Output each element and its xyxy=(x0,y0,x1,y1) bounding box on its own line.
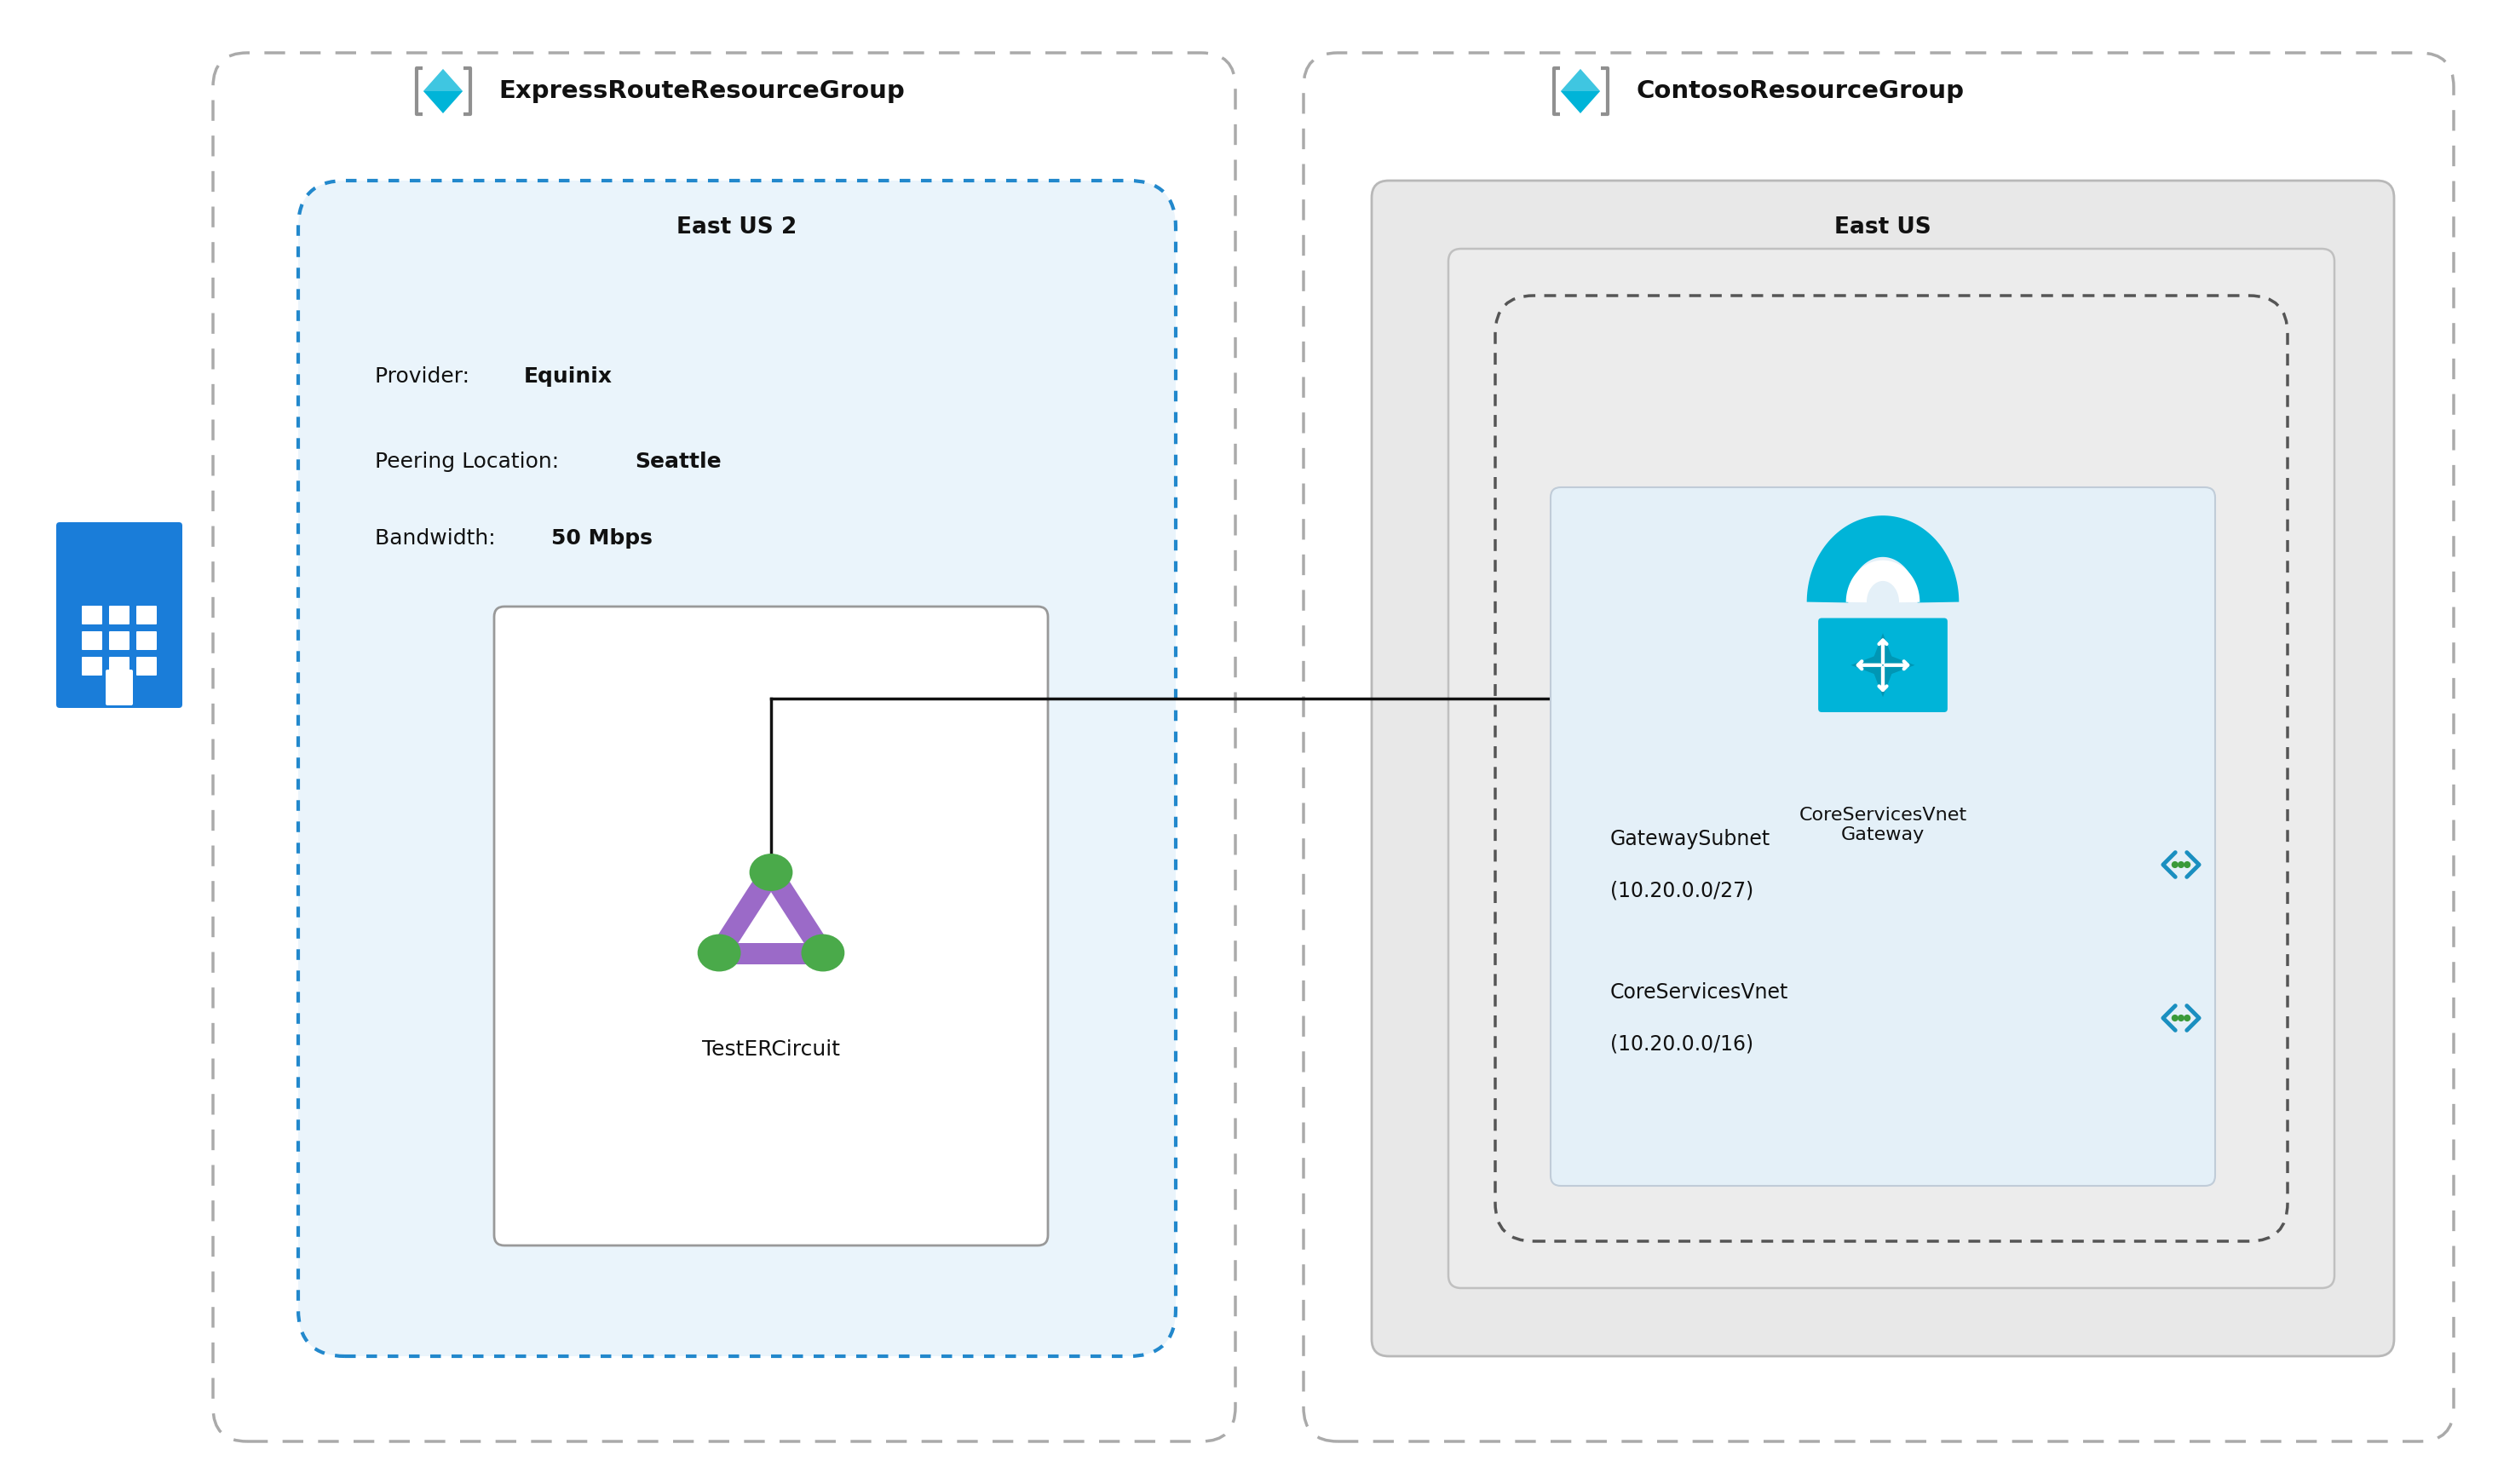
Text: Seattle: Seattle xyxy=(634,451,722,472)
FancyBboxPatch shape xyxy=(1551,487,2216,1186)
FancyBboxPatch shape xyxy=(137,657,157,675)
Text: (10.20.0.0/16): (10.20.0.0/16) xyxy=(1611,1033,1754,1054)
Circle shape xyxy=(2183,1015,2191,1021)
Polygon shape xyxy=(1871,634,1896,665)
Text: Provider:: Provider: xyxy=(375,367,477,387)
Text: 50 Mbps: 50 Mbps xyxy=(552,528,652,549)
Circle shape xyxy=(2178,861,2186,868)
Polygon shape xyxy=(1561,68,1601,113)
FancyBboxPatch shape xyxy=(110,657,130,675)
Circle shape xyxy=(2183,861,2191,868)
Ellipse shape xyxy=(697,933,742,972)
Text: ContosoResourceGroup: ContosoResourceGroup xyxy=(1636,79,1963,102)
Text: ExpressRouteResourceGroup: ExpressRouteResourceGroup xyxy=(500,79,904,102)
Polygon shape xyxy=(422,68,462,113)
Text: GatewaySubnet: GatewaySubnet xyxy=(1611,830,1771,849)
Polygon shape xyxy=(1883,653,1916,677)
Text: (10.20.0.0/27): (10.20.0.0/27) xyxy=(1611,880,1754,901)
Text: Peering Location:: Peering Location: xyxy=(375,451,567,472)
Text: TestERCircuit: TestERCircuit xyxy=(702,1039,839,1060)
Text: East US 2: East US 2 xyxy=(677,217,797,239)
FancyBboxPatch shape xyxy=(82,657,102,675)
FancyBboxPatch shape xyxy=(105,669,132,705)
Polygon shape xyxy=(422,68,462,91)
Text: East US: East US xyxy=(1834,217,1931,239)
Text: CoreServicesVnet
Gateway: CoreServicesVnet Gateway xyxy=(1799,807,1966,843)
FancyBboxPatch shape xyxy=(1449,249,2336,1288)
FancyBboxPatch shape xyxy=(82,605,102,625)
FancyBboxPatch shape xyxy=(57,522,182,708)
FancyBboxPatch shape xyxy=(1819,617,1948,712)
Polygon shape xyxy=(1561,68,1601,91)
Text: CoreServicesVnet: CoreServicesVnet xyxy=(1611,982,1789,1003)
Polygon shape xyxy=(1851,653,1883,677)
FancyBboxPatch shape xyxy=(110,605,130,625)
Ellipse shape xyxy=(749,853,792,890)
Circle shape xyxy=(2178,1015,2186,1021)
Text: Equinix: Equinix xyxy=(525,367,612,387)
Polygon shape xyxy=(1871,665,1896,697)
FancyBboxPatch shape xyxy=(110,631,130,650)
Circle shape xyxy=(2171,861,2178,868)
Circle shape xyxy=(2171,1015,2178,1021)
FancyBboxPatch shape xyxy=(297,181,1177,1356)
FancyBboxPatch shape xyxy=(82,631,102,650)
Text: Bandwidth:: Bandwidth: xyxy=(375,528,502,549)
FancyBboxPatch shape xyxy=(137,605,157,625)
FancyBboxPatch shape xyxy=(137,631,157,650)
FancyBboxPatch shape xyxy=(1371,181,2393,1356)
FancyBboxPatch shape xyxy=(495,607,1049,1245)
Ellipse shape xyxy=(802,933,844,972)
